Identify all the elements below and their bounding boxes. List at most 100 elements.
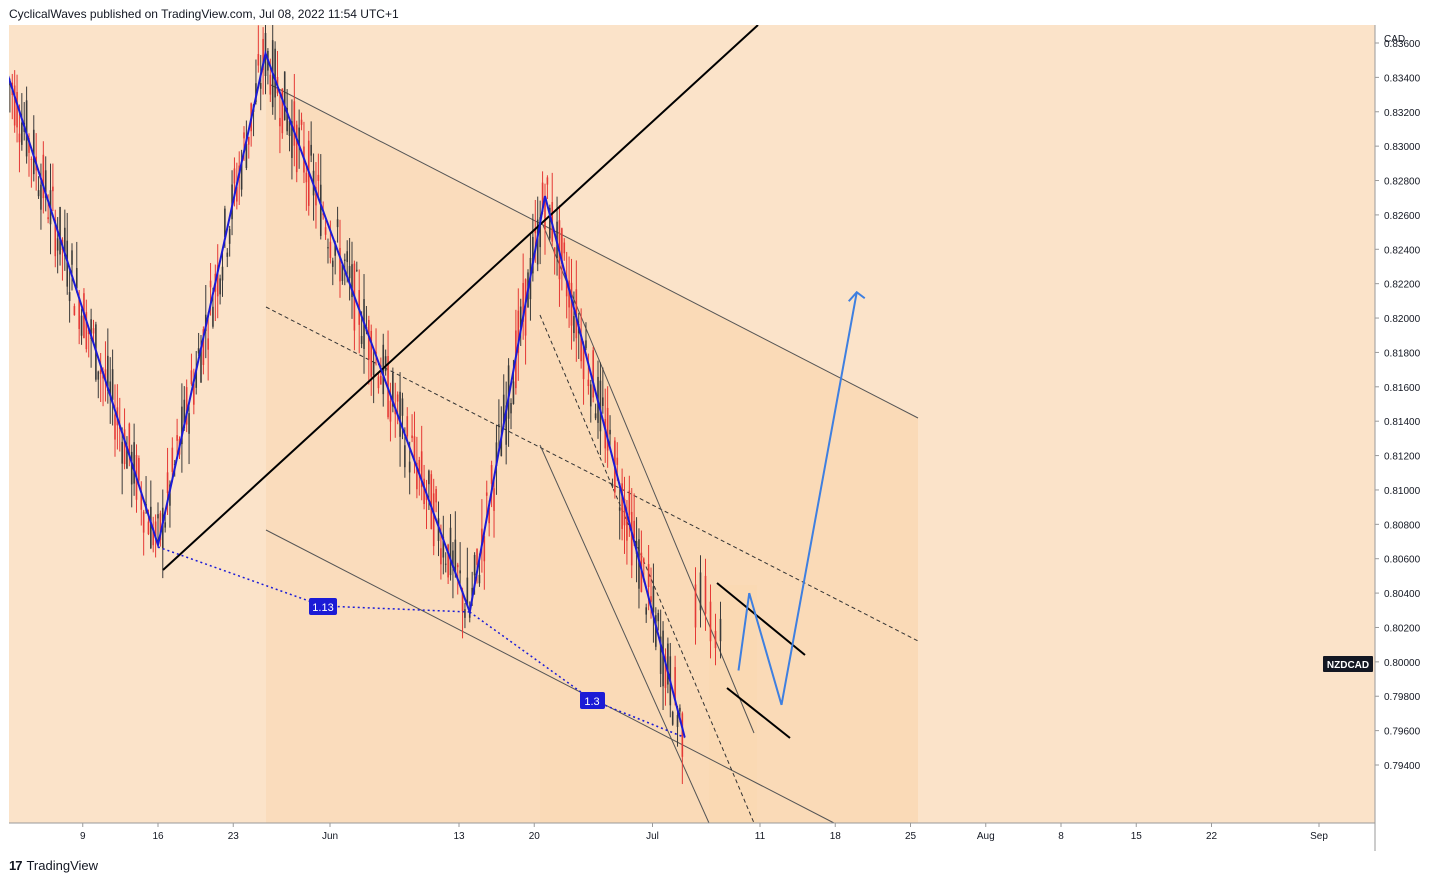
candle-body bbox=[28, 137, 30, 153]
candle-body bbox=[536, 219, 539, 265]
candle-body bbox=[245, 143, 248, 169]
time-tick-label: Jun bbox=[322, 831, 338, 842]
candle-body bbox=[384, 356, 387, 372]
candle-body bbox=[351, 264, 353, 298]
candle-body bbox=[44, 170, 47, 198]
fan-line-median bbox=[539, 314, 755, 824]
time-tick-label: 18 bbox=[830, 831, 842, 842]
price-tick-label: 0.80200 bbox=[1384, 623, 1421, 634]
candle-body bbox=[500, 436, 503, 457]
candle-body bbox=[517, 310, 520, 353]
candle-body bbox=[126, 445, 128, 469]
time-tick-label: 20 bbox=[529, 831, 541, 842]
candle-body bbox=[298, 127, 300, 145]
candle-body bbox=[133, 442, 135, 484]
candle-body bbox=[594, 413, 597, 419]
fib-badge-1[interactable]: 1.13 bbox=[309, 598, 337, 615]
candle-body bbox=[418, 459, 421, 472]
candle-body bbox=[197, 348, 200, 354]
fan-line-upper bbox=[542, 224, 755, 734]
candle-body bbox=[226, 252, 229, 257]
inner-channel-fill bbox=[540, 222, 918, 823]
candle-body bbox=[389, 400, 392, 422]
candle-body bbox=[401, 398, 404, 416]
candle-body bbox=[54, 219, 57, 257]
candle-body bbox=[606, 407, 609, 451]
candle-body bbox=[324, 227, 327, 235]
candle-body bbox=[447, 544, 449, 578]
candle-body bbox=[90, 319, 92, 339]
candle-body bbox=[616, 457, 619, 465]
price-tick-label: 0.82200 bbox=[1384, 280, 1421, 291]
fib-badge-2[interactable]: 1.3 bbox=[580, 692, 605, 709]
candle-body bbox=[121, 441, 123, 464]
time-tick-label: Sep bbox=[1310, 831, 1328, 842]
candle-body bbox=[490, 465, 493, 484]
candle-body bbox=[642, 558, 645, 563]
candle-body bbox=[336, 219, 339, 228]
candle-body bbox=[476, 548, 478, 565]
candle-body bbox=[425, 494, 428, 500]
candle-body bbox=[512, 381, 515, 405]
candle-body bbox=[449, 527, 452, 576]
candle-body bbox=[188, 413, 190, 434]
candle-body bbox=[47, 217, 49, 220]
candle-body bbox=[329, 241, 332, 258]
candle-body bbox=[92, 328, 95, 334]
candle-body bbox=[585, 340, 587, 349]
candle-body bbox=[565, 279, 568, 297]
price-tick-label: 0.82600 bbox=[1384, 211, 1421, 222]
candle-body bbox=[408, 461, 411, 473]
symbol-badge[interactable]: NZDCAD bbox=[1323, 656, 1373, 672]
candle-body bbox=[166, 472, 169, 494]
candle-body bbox=[568, 280, 570, 308]
candle-body bbox=[657, 613, 660, 622]
candle-body bbox=[169, 484, 171, 506]
candle-body bbox=[466, 577, 469, 605]
candle-body bbox=[257, 54, 260, 66]
fib-badge-2-bg bbox=[580, 692, 605, 709]
price-tick-label: 0.79400 bbox=[1384, 761, 1421, 772]
candle-body bbox=[305, 172, 308, 183]
tradingview-footer[interactable]: 17 TradingView bbox=[9, 858, 98, 873]
candle-body bbox=[236, 186, 238, 202]
candle-body bbox=[485, 492, 488, 496]
trend-line bbox=[162, 24, 759, 571]
candle-body bbox=[483, 536, 486, 562]
candle-body bbox=[592, 350, 594, 398]
candle-body bbox=[259, 82, 262, 89]
time-tick-label: 16 bbox=[152, 831, 164, 842]
candle-body bbox=[219, 278, 221, 295]
candle-body bbox=[659, 636, 662, 674]
candle-body bbox=[510, 403, 512, 414]
candle-body bbox=[193, 383, 195, 405]
candle-body bbox=[295, 124, 298, 173]
candle-body bbox=[317, 174, 320, 181]
time-tick-label: 13 bbox=[453, 831, 465, 842]
price-tick-label: 0.83600 bbox=[1384, 39, 1421, 50]
candle-body bbox=[114, 414, 116, 440]
candle-body bbox=[130, 451, 133, 485]
price-tick-label: 0.83000 bbox=[1384, 142, 1421, 153]
candle-body bbox=[549, 207, 551, 239]
candle-body bbox=[75, 268, 78, 289]
wedge-lower bbox=[726, 687, 791, 739]
candle-body bbox=[154, 521, 157, 539]
candle-body bbox=[633, 520, 635, 539]
candle-body bbox=[85, 312, 88, 350]
candle-body bbox=[681, 713, 684, 757]
candle-body bbox=[602, 397, 604, 406]
chart-area[interactable]: CAD 0.83600 0.83400 0.83200 0.83000 0.82800 0… bbox=[6, 15, 1431, 851]
candle-body bbox=[13, 85, 16, 126]
candle-body bbox=[71, 250, 73, 265]
candle-body bbox=[107, 355, 109, 391]
price-tick-label: 0.80800 bbox=[1384, 520, 1421, 531]
price-tick-label: 0.80000 bbox=[1384, 658, 1421, 669]
candle-body bbox=[21, 122, 23, 145]
candle-body bbox=[539, 217, 541, 248]
candle-body bbox=[281, 88, 284, 134]
candle-body bbox=[32, 129, 35, 175]
price-tick-label: 0.82400 bbox=[1384, 245, 1421, 256]
symbol-badge-label: NZDCAD bbox=[1327, 660, 1369, 671]
chart-svg: CAD 0.836000.834000.832000.830000.828000… bbox=[6, 15, 1421, 851]
